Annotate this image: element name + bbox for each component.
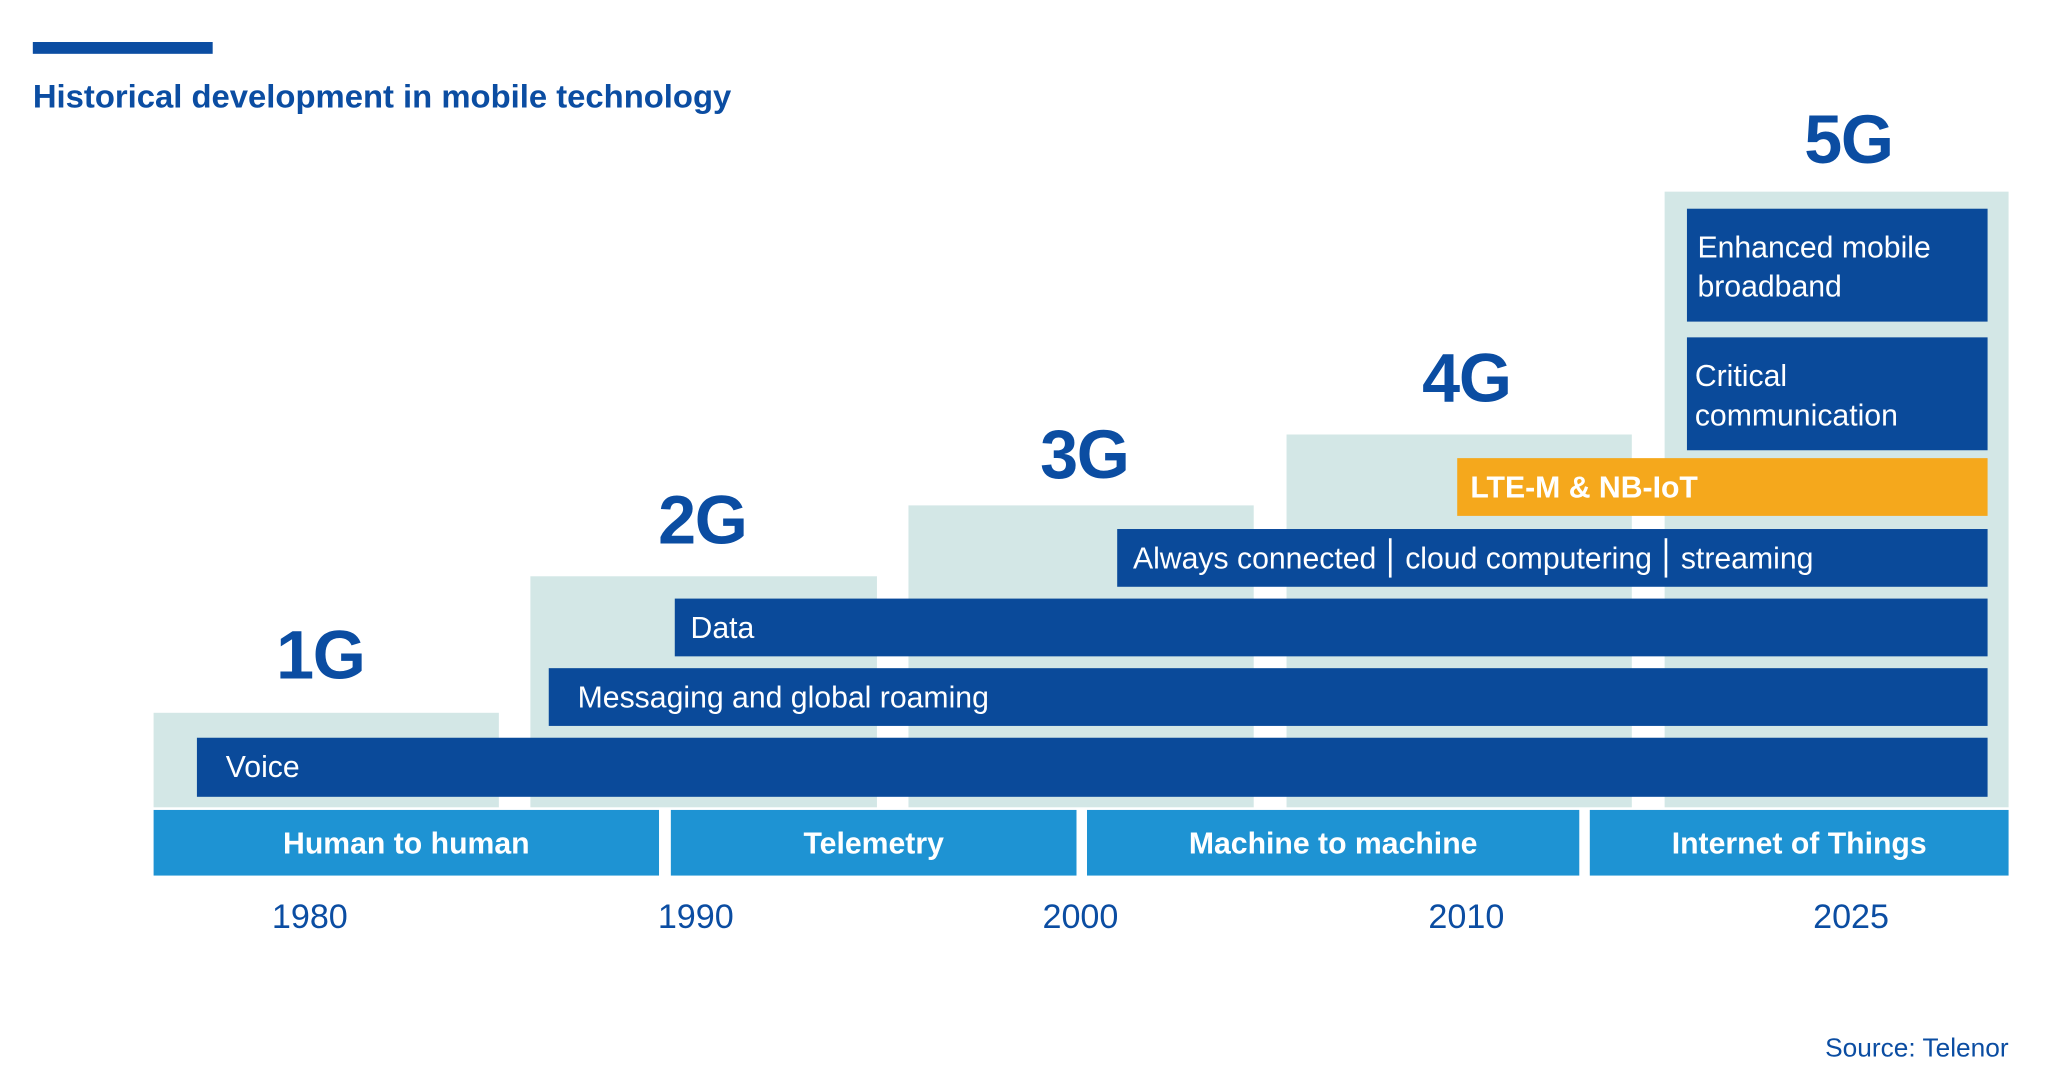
bar-lte-m-nb-iot: LTE-M & NB-IoT [1457,458,1988,516]
diagram-title: Historical development in mobile technol… [32,78,732,116]
year-2000: 2000 [1042,896,1119,936]
label-3g: 3G [1040,417,1130,494]
year-1980: 1980 [271,896,348,936]
separator [1665,538,1668,578]
bar-data: Data [674,598,1988,657]
box-enhanced-mobile-broadband: Enhanced mobile broadband [1686,208,1988,322]
label-1g: 1G [276,618,366,695]
bar-always-connected: Always connected cloud computering streami… [1117,529,1988,587]
category-human-to-human: Human to human [153,809,660,876]
label-5g: 5G [1804,102,1894,179]
streaming-text: streaming [1680,540,1814,575]
category-internet-of-things: Internet of Things [1589,809,2009,876]
year-2025: 2025 [1813,896,1890,936]
label-4g: 4G [1422,341,1512,418]
separator [1389,538,1393,578]
box-critical-communication: Critical communication [1686,337,1988,451]
source-note: Source: Telenor [1825,1034,2009,1064]
year-2010: 2010 [1428,896,1505,936]
always-connected-text: Always connected [1132,540,1377,575]
label-2g: 2G [658,483,748,560]
bar-messaging: Messaging and global roaming [548,668,1988,726]
year-1990: 1990 [657,896,734,936]
title-accent-bar [32,42,213,54]
category-machine-to-machine: Machine to machine [1086,809,1580,876]
category-telemetry: Telemetry [670,809,1077,876]
bar-voice: Voice [196,737,1988,797]
cloud-computing-text: cloud computering [1405,540,1652,575]
